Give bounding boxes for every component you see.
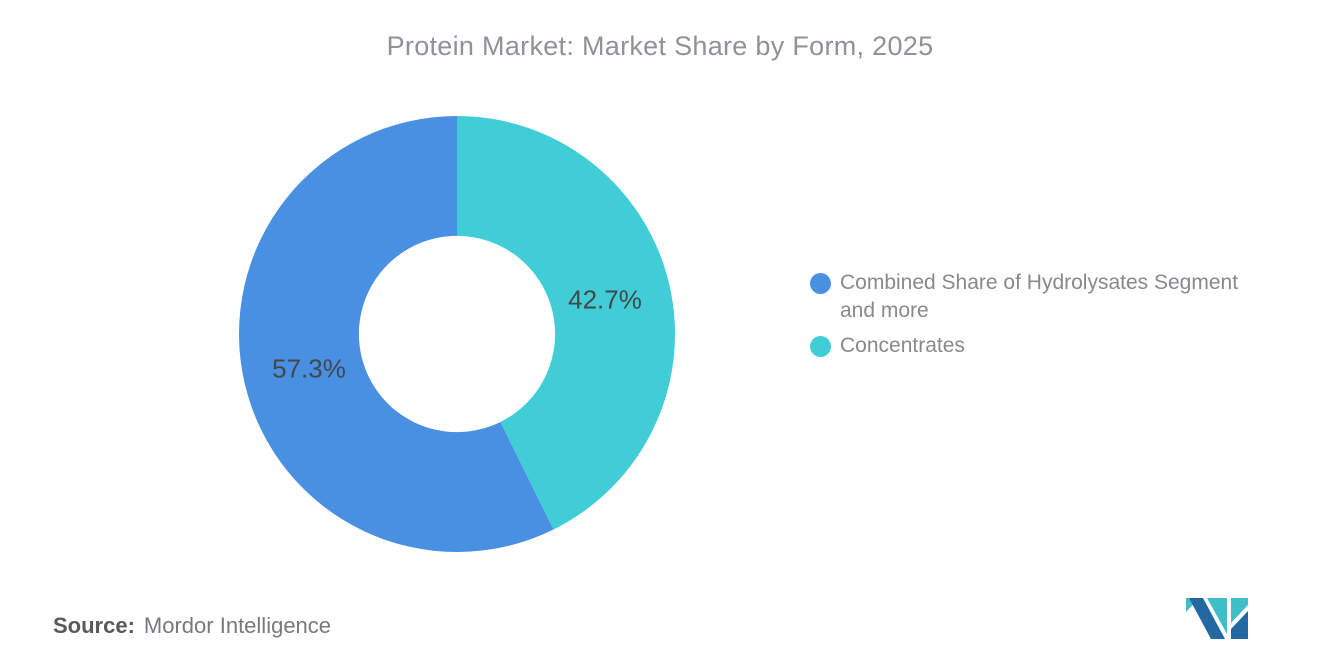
mordor-intelligence-logo [1186,598,1248,639]
source-value: Mordor Intelligence [143,613,332,638]
legend-item-hydrolysates[interactable]: Combined Share of Hydrolysates Segment a… [810,269,1280,325]
legend-label: Combined Share of Hydrolysates Segment a… [840,271,1239,322]
slice-label: 42.7% [568,284,642,314]
donut-slice[interactable] [238,116,554,553]
donut-chart: 57.3% 42.7% [237,114,677,554]
legend-dot-blue-icon [810,273,831,294]
chart-title: Protein Market: Market Share by Form, 20… [386,31,934,61]
legend-dot-teal-icon [810,336,831,357]
source-line: Source: Mordor Intelligence [53,613,331,639]
source-label: Source: [53,613,135,638]
donut-slice[interactable] [457,116,675,530]
chart-legend: Combined Share of Hydrolysates Segment a… [810,269,1280,367]
slice-label: 57.3% [272,354,346,384]
legend-item-concentrates[interactable]: Concentrates [810,332,1280,360]
legend-label: Concentrates [840,334,965,357]
donut-chart-svg: 57.3% 42.7% [238,116,675,553]
